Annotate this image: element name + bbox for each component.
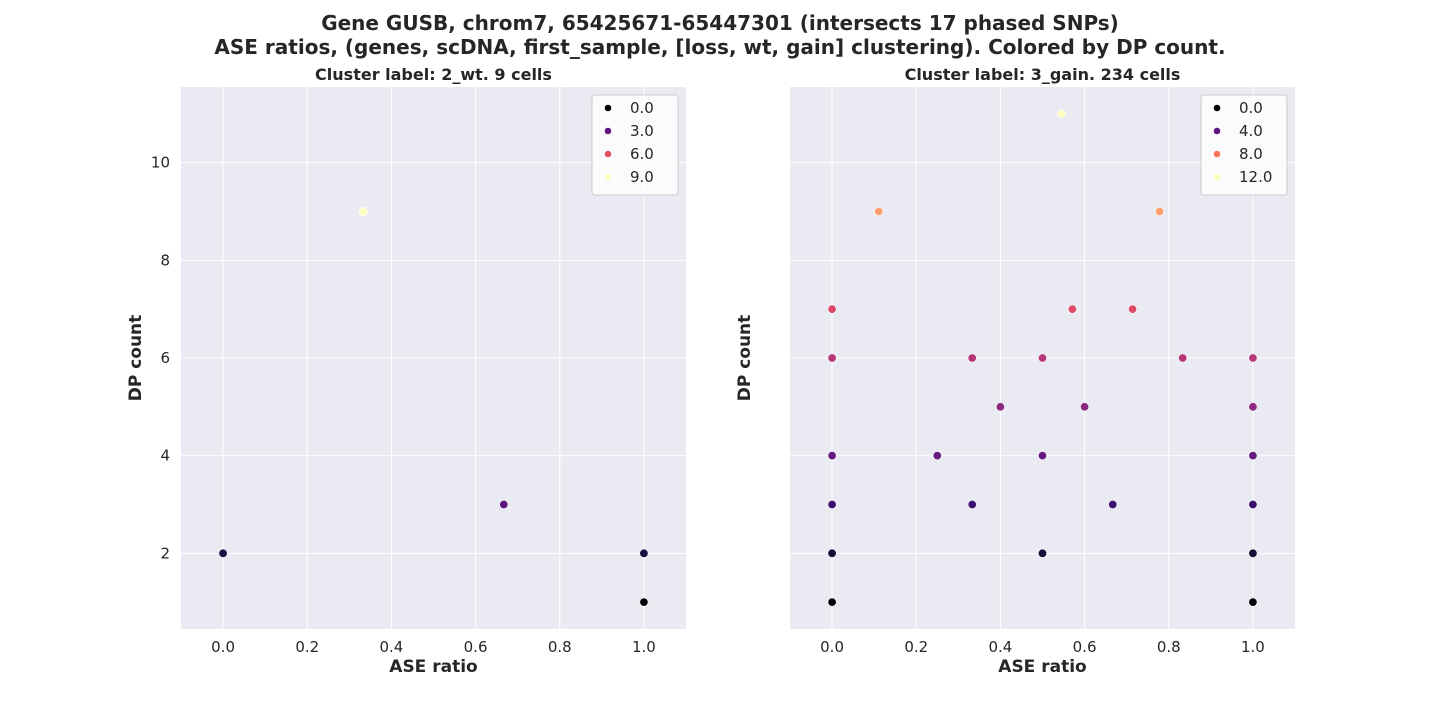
legend-marker <box>1213 104 1221 112</box>
y-tick-label: 10 <box>151 154 170 172</box>
data-point <box>827 548 837 558</box>
x-tick-label: 0.0 <box>820 638 844 656</box>
data-point <box>1128 304 1138 314</box>
legend-box <box>591 94 679 196</box>
chart-panel-2: 0.0 0.2 0.4 0.6 0.8 1.0 ASE ratio DP count Clust… <box>735 65 1295 677</box>
legend-label: 6.0 <box>630 145 654 163</box>
legend-marker <box>604 173 612 181</box>
legend-label: 12.0 <box>1239 168 1272 186</box>
legend-label: 4.0 <box>1239 122 1263 140</box>
data-point <box>1038 548 1048 558</box>
figure-title-line-1: Gene GUSB, chrom7, 65425671-65447301 (in… <box>321 11 1119 35</box>
data-point <box>358 207 368 217</box>
data-point <box>827 499 837 509</box>
panels: 0.0 0.2 0.4 0.6 0.8 1.0 2 4 6 8 10 ASE ratio DP coun… <box>126 65 1295 677</box>
data-point <box>1248 499 1258 509</box>
data-point <box>1248 451 1258 461</box>
data-point <box>1080 402 1090 412</box>
x-tick-label: 0.8 <box>1157 638 1181 656</box>
data-points <box>218 207 649 607</box>
data-point <box>639 548 649 558</box>
x-tick-label: 1.0 <box>632 638 656 656</box>
legend-marker <box>604 127 612 135</box>
data-point <box>827 304 837 314</box>
data-point <box>827 451 837 461</box>
data-point <box>1248 402 1258 412</box>
legend: 0.0 4.0 8.0 12.0 <box>1200 94 1288 196</box>
data-point <box>1108 499 1118 509</box>
y-axis-label: DP count <box>735 315 755 402</box>
x-tick-label: 0.2 <box>295 638 319 656</box>
legend-marker <box>604 150 612 158</box>
legend-marker <box>1213 150 1221 158</box>
legend-label: 9.0 <box>630 168 654 186</box>
x-axis-label: ASE ratio <box>998 657 1086 677</box>
chart-title: Cluster label: 3_gain. 234 cells <box>905 65 1181 84</box>
data-point <box>218 548 228 558</box>
data-point <box>827 597 837 607</box>
y-tick-label: 8 <box>160 251 170 269</box>
legend-label: 3.0 <box>630 122 654 140</box>
data-point <box>1038 353 1048 363</box>
data-point <box>1178 353 1188 363</box>
data-point <box>639 597 649 607</box>
legend-box <box>1200 94 1288 196</box>
y-tick-label: 2 <box>160 544 170 562</box>
x-tick-label: 1.0 <box>1241 638 1265 656</box>
chart-panel-1: 0.0 0.2 0.4 0.6 0.8 1.0 2 4 6 8 10 ASE ratio DP coun… <box>126 65 686 677</box>
data-point <box>1248 353 1258 363</box>
y-tick-label: 4 <box>160 447 170 465</box>
data-points <box>827 109 1258 607</box>
legend: 0.0 3.0 6.0 9.0 <box>591 94 679 196</box>
figure-title-line-2: ASE ratios, (genes, scDNA, first_sample,… <box>214 35 1225 59</box>
data-point <box>1067 304 1077 314</box>
y-tick-label: 6 <box>160 349 170 367</box>
legend-label: 0.0 <box>1239 99 1263 117</box>
legend-marker <box>604 104 612 112</box>
data-point <box>1154 207 1164 217</box>
data-point <box>1056 109 1066 119</box>
legend-label: 0.0 <box>630 99 654 117</box>
data-point <box>499 499 509 509</box>
chart-title: Cluster label: 2_wt. 9 cells <box>315 65 552 84</box>
legend-marker <box>1213 127 1221 135</box>
legend-marker <box>1213 173 1221 181</box>
data-point <box>1248 597 1258 607</box>
data-point <box>827 353 837 363</box>
data-point <box>1038 451 1048 461</box>
x-tick-label: 0.2 <box>904 638 928 656</box>
x-tick-label: 0.0 <box>211 638 235 656</box>
data-point <box>874 207 884 217</box>
x-axis-label: ASE ratio <box>389 657 477 677</box>
data-point <box>967 499 977 509</box>
data-point <box>967 353 977 363</box>
data-point <box>995 402 1005 412</box>
x-tick-label: 0.6 <box>1073 638 1097 656</box>
x-tick-label: 0.4 <box>988 638 1012 656</box>
data-point <box>932 451 942 461</box>
data-point <box>1248 548 1258 558</box>
legend-label: 8.0 <box>1239 145 1263 163</box>
y-axis-label: DP count <box>126 315 146 402</box>
x-tick-label: 0.6 <box>464 638 488 656</box>
x-tick-label: 0.4 <box>379 638 403 656</box>
x-tick-label: 0.8 <box>548 638 572 656</box>
